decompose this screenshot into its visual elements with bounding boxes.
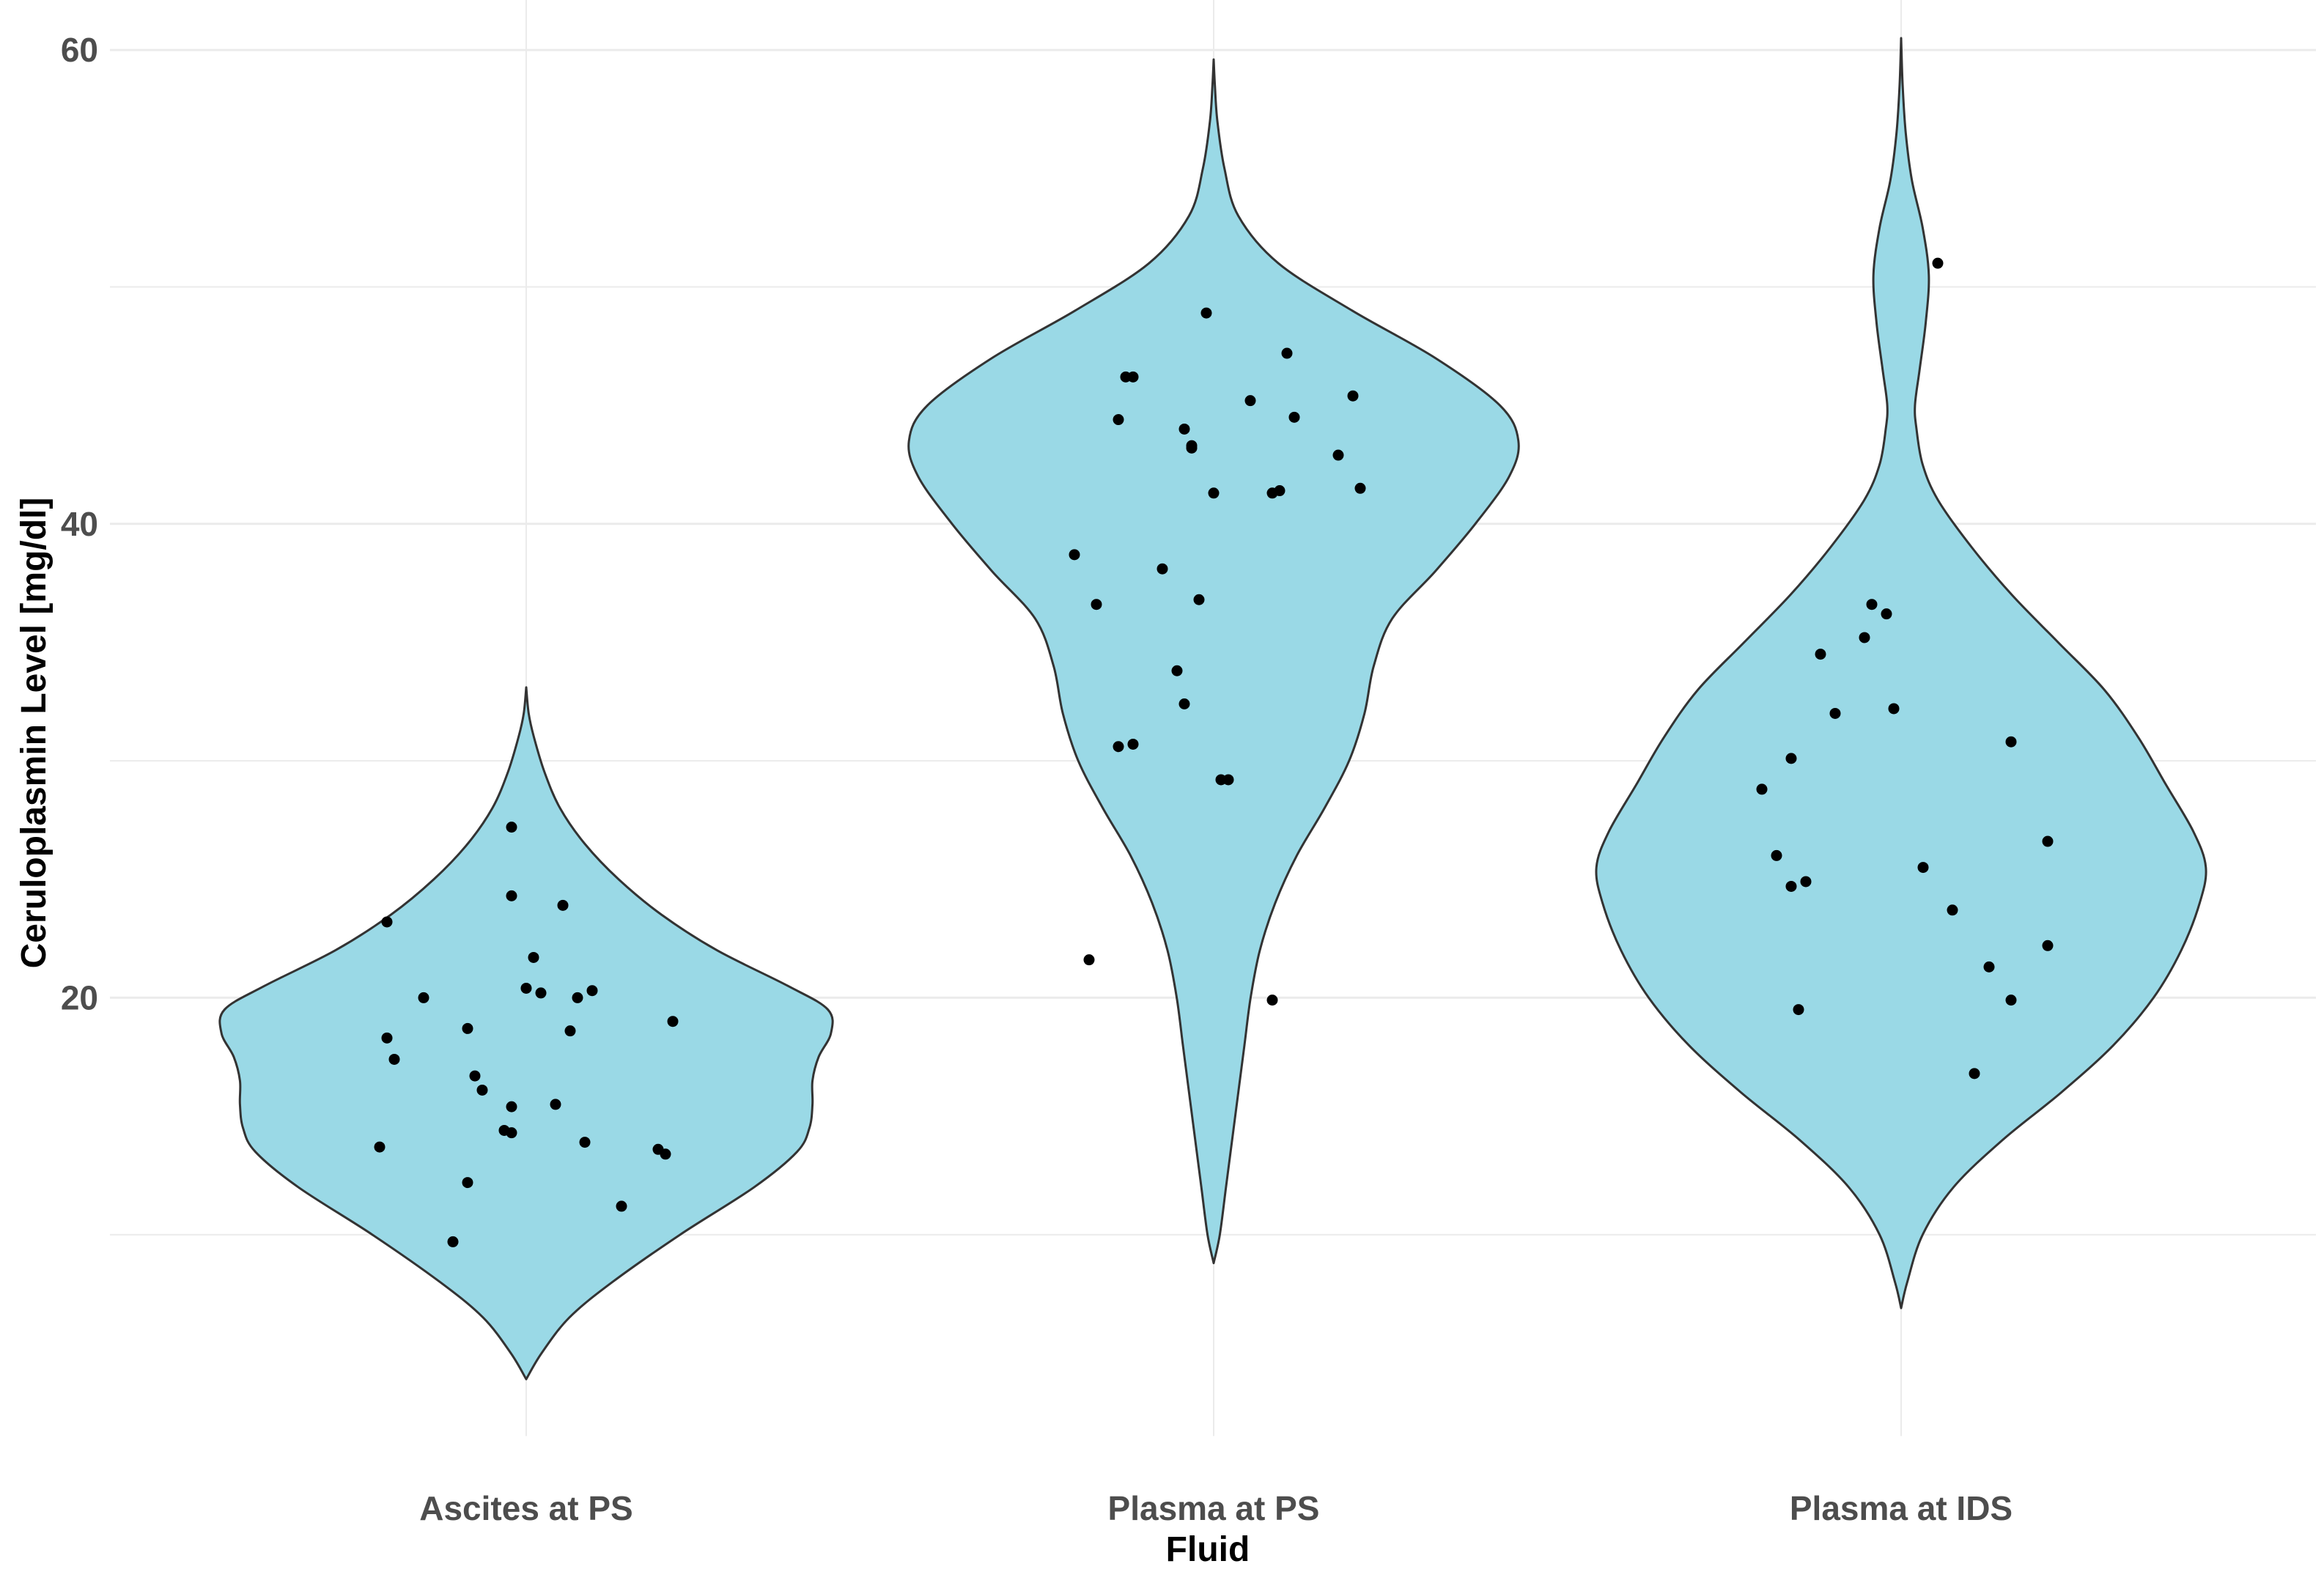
data-point [2042,940,2054,951]
data-point [374,1141,386,1153]
data-point [1932,257,1944,269]
data-point [1222,774,1234,786]
data-point [506,1127,517,1139]
data-point [1347,390,1359,402]
x-axis-title: Fluid [1166,1530,1250,1569]
data-point [1157,563,1168,575]
data-point [1091,599,1102,610]
x-tick-label: Ascites at PS [419,1489,632,1527]
data-point [2005,995,2017,1006]
data-point [616,1200,627,1212]
data-point [1274,485,1285,497]
data-point [1829,707,1841,719]
data-point [1785,880,1797,892]
data-point [1186,440,1198,451]
data-point [1947,904,1958,916]
data-point [1888,703,1900,715]
data-point [1793,1004,1804,1016]
data-point [1113,741,1124,753]
point-layer [374,257,2054,1247]
data-point [1815,649,1826,660]
y-axis-ticks: 20 40 60 [61,31,98,1016]
data-point [660,1148,671,1160]
data-point [1083,954,1095,966]
data-point [1866,599,1878,610]
data-point [528,951,539,963]
data-point [1200,307,1212,319]
y-axis-title: Ceruloplasmin Level [mg/dl] [15,498,54,969]
data-point [1771,849,1782,861]
violin-layer [218,37,2207,1381]
data-point [506,822,517,833]
data-point [667,1016,679,1027]
data-point [1969,1068,1980,1080]
data-point [1332,449,1344,461]
data-point [1127,371,1139,383]
data-point [1178,698,1190,710]
x-tick-label: Plasma at PS [1108,1489,1320,1527]
data-point [1069,549,1080,561]
y-tick-label: 20 [61,978,98,1016]
violin-ascites-at-ps [218,686,834,1381]
x-axis-ticks: Ascites at PS Plasma at PS Plasma at IDS [419,1489,2013,1527]
data-point [1266,995,1278,1006]
data-point [1800,876,1812,888]
data-point [535,987,547,999]
data-point [579,1137,591,1148]
data-point [564,1025,576,1037]
data-point [1288,411,1300,423]
data-point [1178,423,1190,435]
data-point [557,899,569,911]
data-point [381,916,393,928]
y-tick-label: 40 [61,505,98,543]
data-point [1193,594,1205,605]
data-point [1113,414,1124,426]
data-point [1917,862,1929,874]
data-point [1756,783,1768,795]
data-point [418,992,429,1003]
data-point [550,1099,561,1110]
data-point [469,1070,481,1082]
data-point [2042,835,2054,847]
violin-plasma-at-ids [1595,37,2207,1310]
data-point [1983,961,1995,973]
data-point [1859,632,1870,643]
data-point [388,1053,400,1065]
data-point [462,1177,473,1189]
data-point [586,985,598,997]
violin-plasma-at-ps [907,58,1520,1264]
data-point [506,1101,517,1112]
data-point [1127,738,1139,750]
data-point [1281,347,1293,359]
data-point [1785,753,1797,764]
data-point [2005,736,2017,748]
data-point [447,1236,459,1247]
data-point [520,982,532,994]
data-point [1354,482,1366,494]
data-point [476,1084,488,1096]
data-point [381,1032,393,1044]
data-point [1208,487,1220,499]
data-point [1881,608,1892,620]
y-tick-label: 60 [61,31,98,69]
data-point [572,992,583,1003]
data-point [462,1022,473,1034]
data-point [1244,395,1256,407]
x-tick-label: Plasma at IDS [1790,1489,2013,1527]
data-point [1171,665,1183,676]
data-point [506,890,517,901]
